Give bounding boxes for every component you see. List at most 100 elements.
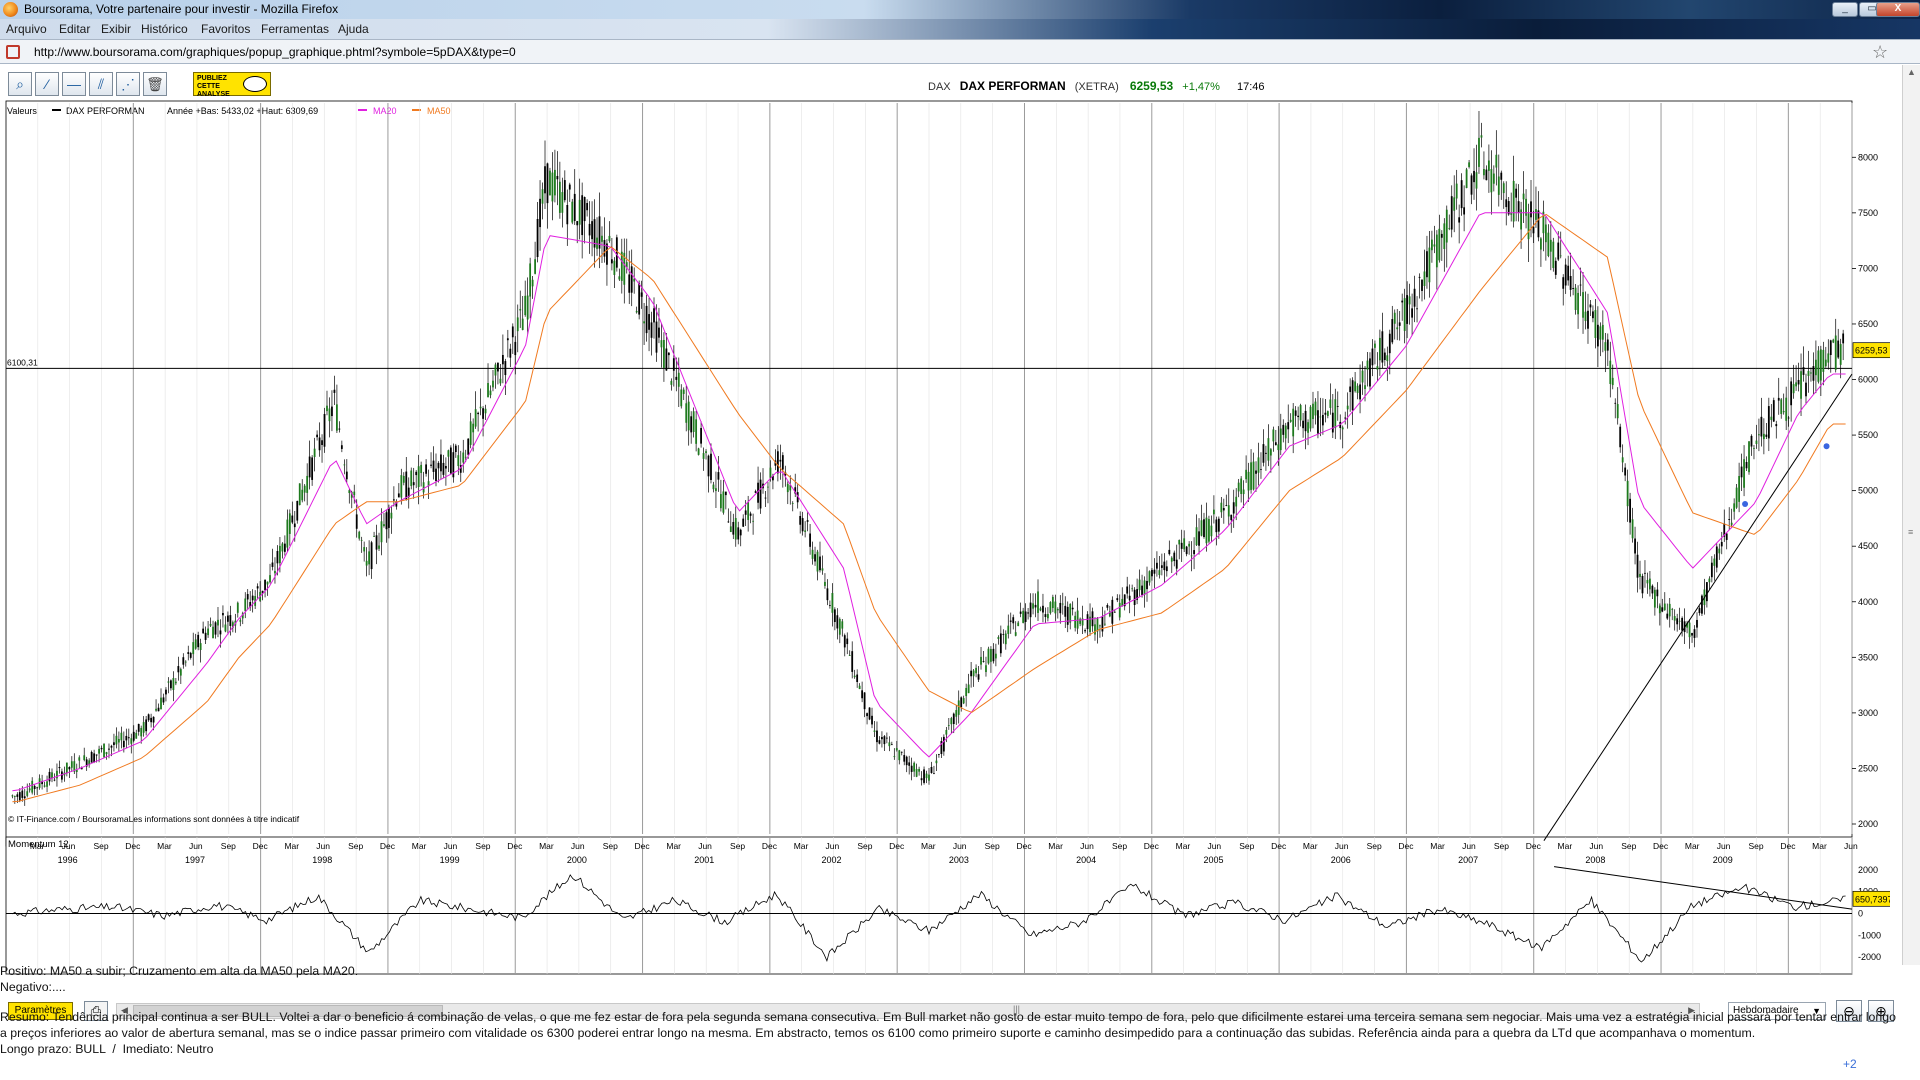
candle-body bbox=[1061, 603, 1064, 605]
month-tick-label: Sep bbox=[1621, 841, 1636, 851]
candle-body bbox=[1596, 324, 1599, 347]
candle-body bbox=[1815, 359, 1817, 376]
channel-tool-icon[interactable]: ⫽ bbox=[89, 72, 113, 96]
candle-body bbox=[1203, 519, 1205, 538]
candle-body bbox=[420, 464, 423, 473]
candle-body bbox=[410, 470, 413, 486]
url-field[interactable]: http://www.boursorama.com/graphiques/pop… bbox=[34, 45, 516, 59]
candle-body bbox=[1336, 406, 1339, 407]
trash-icon[interactable]: 🗑 bbox=[143, 72, 167, 96]
scroll-left-icon[interactable]: ◀ bbox=[121, 1005, 128, 1015]
candle-body bbox=[1274, 442, 1277, 446]
candle-body bbox=[1629, 498, 1632, 523]
publish-analysis-button[interactable]: PUBLIEZ CETTE ANALYSE bbox=[193, 72, 271, 98]
parameters-button[interactable]: Paramètres bbox=[8, 1002, 73, 1020]
candle-body bbox=[1540, 238, 1542, 250]
candle-body bbox=[1027, 612, 1029, 614]
close-button[interactable]: X bbox=[1876, 2, 1920, 17]
candle-body bbox=[33, 785, 36, 790]
candle-body bbox=[1448, 227, 1451, 229]
month-tick-label: Mar bbox=[1430, 841, 1445, 851]
print-icon[interactable]: ⎙ bbox=[84, 1001, 108, 1021]
year-tick-label: 1999 bbox=[440, 855, 460, 865]
candle-body bbox=[999, 633, 1002, 654]
candle-body bbox=[132, 731, 135, 741]
month-tick-label: Jun bbox=[1207, 841, 1221, 851]
candle-body bbox=[1272, 429, 1275, 442]
menu-ferramentas[interactable]: Ferramentas bbox=[261, 22, 330, 36]
candle-body bbox=[1527, 213, 1530, 240]
candle-body bbox=[1257, 457, 1260, 473]
candle-body bbox=[368, 551, 371, 565]
scroll-up-icon[interactable]: ▲ bbox=[1907, 67, 1916, 77]
candle-body bbox=[1428, 247, 1431, 283]
candle-body bbox=[1510, 213, 1513, 215]
candle-body bbox=[1760, 416, 1763, 437]
candle-body bbox=[1245, 469, 1248, 480]
candle-body bbox=[1443, 223, 1446, 250]
menu-editar[interactable]: Editar bbox=[59, 22, 91, 36]
scroll-right-icon[interactable]: ▶ bbox=[1688, 1005, 1695, 1015]
candle-body bbox=[1644, 572, 1646, 574]
candle-body bbox=[440, 454, 442, 472]
zoom-tool-icon[interactable]: ⌕ bbox=[8, 72, 32, 96]
candle-body bbox=[1730, 522, 1733, 525]
candle-body bbox=[328, 408, 331, 422]
menu-exibir[interactable]: Exibir bbox=[101, 22, 132, 36]
period-select[interactable]: Hebdomadaire ▼ bbox=[1728, 1002, 1826, 1020]
candle-body bbox=[229, 615, 232, 626]
candle-body bbox=[935, 760, 938, 764]
candle-body bbox=[239, 620, 242, 622]
candle-body bbox=[752, 520, 755, 522]
fibonacci-tool-icon[interactable]: ⋰ bbox=[116, 72, 140, 96]
candle-body bbox=[1755, 440, 1758, 444]
candle-body bbox=[360, 539, 363, 541]
candle-body bbox=[846, 638, 849, 645]
trendline-tool-icon[interactable]: ⁄ bbox=[35, 72, 59, 96]
candle-body bbox=[1701, 595, 1703, 614]
legend-ma50-label: MA50 bbox=[427, 106, 451, 116]
candle-body bbox=[660, 340, 663, 348]
candle-body bbox=[1069, 603, 1072, 623]
candle-body bbox=[1777, 397, 1780, 401]
candle-body bbox=[1837, 340, 1840, 358]
legend-label: Valeurs bbox=[7, 106, 37, 116]
scroll-thumb[interactable] bbox=[133, 1005, 443, 1017]
candle-body bbox=[1279, 428, 1282, 451]
candle-body bbox=[1795, 382, 1797, 387]
price-chart[interactable]: Valeurs DAX PERFORMAN Année +Bas: 5433,02 … bbox=[0, 89, 1890, 989]
zoom-out-icon[interactable]: ⊖ bbox=[1836, 1000, 1862, 1022]
menu-favoritos[interactable]: Favoritos bbox=[201, 22, 251, 36]
candle-body bbox=[370, 542, 373, 570]
candle-body bbox=[861, 690, 864, 699]
candle-body bbox=[898, 750, 901, 761]
rating-badge[interactable]: +2 bbox=[1843, 1057, 1857, 1071]
analysis-comment: Positivo: MA50 a subir; Cruzamento em al… bbox=[0, 964, 1902, 1071]
minimize-button[interactable]: _ bbox=[1832, 2, 1858, 17]
candle-body bbox=[1252, 461, 1255, 490]
candle-body bbox=[432, 460, 435, 472]
candle-body bbox=[51, 772, 53, 779]
menu-bar: Arquivo Editar Exibir Histórico Favorito… bbox=[0, 19, 1920, 39]
candle-body bbox=[682, 389, 685, 394]
horizontal-scrollbar[interactable]: ◀ ||| ▶ bbox=[116, 1003, 1700, 1019]
menu-historico[interactable]: Histórico bbox=[141, 22, 188, 36]
candle-body bbox=[100, 747, 103, 750]
bookmark-star-icon[interactable]: ☆ bbox=[1872, 42, 1889, 62]
candle-body bbox=[95, 754, 98, 756]
candle-body bbox=[21, 790, 24, 798]
candle-body bbox=[1822, 349, 1825, 372]
candle-body bbox=[1133, 589, 1136, 605]
candle-body bbox=[685, 403, 688, 423]
menu-arquivo[interactable]: Arquivo bbox=[6, 22, 47, 36]
menu-ajuda[interactable]: Ajuda bbox=[338, 22, 369, 36]
vertical-scrollbar[interactable]: ▲ ≡ bbox=[1902, 65, 1920, 965]
candle-body bbox=[809, 533, 811, 547]
candle-body bbox=[1076, 610, 1079, 629]
candle-body bbox=[1403, 298, 1406, 331]
candle-body bbox=[588, 223, 591, 236]
candle-body bbox=[1183, 538, 1186, 550]
horizontal-line-tool-icon[interactable]: — bbox=[62, 72, 86, 96]
zoom-in-icon[interactable]: ⊕ bbox=[1868, 1000, 1894, 1022]
candle-body bbox=[402, 475, 405, 483]
